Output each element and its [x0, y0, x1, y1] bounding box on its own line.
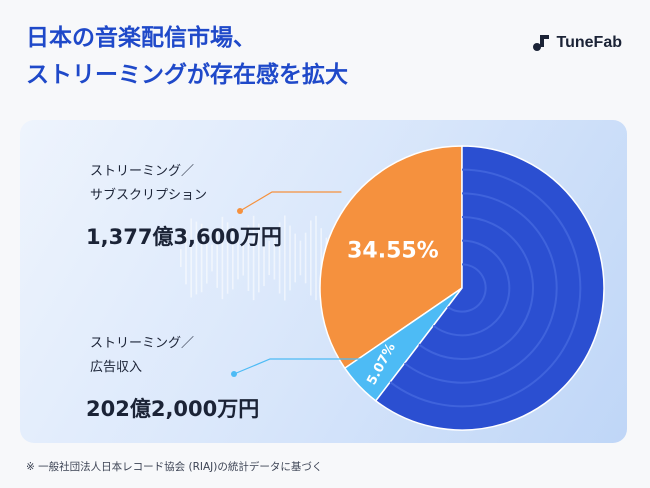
- wave-bar: [304, 232, 307, 284]
- pie-ring: [418, 216, 534, 360]
- title-line-2: ストリーミングが存在感を拡大: [26, 62, 348, 88]
- pie-slice-2: [374, 145, 605, 431]
- wave-bar: [268, 240, 270, 276]
- legend-subscription-amount: 1,377億3,600万円: [86, 225, 282, 249]
- legend-subscription-label: ストリーミング／ サブスクリプション: [90, 160, 207, 208]
- pie-ring: [403, 192, 558, 384]
- wave-bar: [211, 244, 213, 272]
- wave-bar: [289, 225, 291, 291]
- pie-ring: [432, 239, 511, 337]
- pie-label-0: 34.55%: [347, 239, 439, 264]
- source-footnote: ※ 一般社団法人日本レコード協会 (RIAJ)の統計データに基づく: [26, 461, 323, 473]
- title-line-1: 日本の音楽配信市場、: [26, 25, 256, 51]
- wave-bar: [242, 240, 244, 276]
- wave-bar: [284, 215, 286, 301]
- legend-ad-amount: 202億2,000万円: [86, 397, 260, 421]
- legend-subscription-line2: サブスクリプション: [90, 188, 208, 203]
- wave-bar: [185, 231, 187, 285]
- wave-bar: [278, 222, 281, 294]
- wave-bar: [258, 223, 260, 293]
- wave-bar: [310, 220, 312, 296]
- wave-bar: [206, 232, 208, 284]
- chart-card: ストリーミング／ サブスクリプション 1,377億3,600万円 ストリーミング…: [20, 120, 627, 443]
- page-title: 日本の音楽配信市場、 ストリーミングが存在感を拡大: [26, 20, 348, 94]
- wave-bar: [232, 226, 234, 290]
- wave-bar: [237, 236, 239, 280]
- wave-bar: [190, 218, 192, 298]
- pie-chart: 34.55%5.07%: [231, 145, 605, 431]
- wave-bar: [226, 222, 229, 294]
- pie-slice-0: [319, 145, 463, 370]
- wave-bar: [320, 228, 322, 288]
- leader-line-1: [233, 358, 362, 375]
- wave-bar: [294, 233, 296, 283]
- brand-logo: TuneFab: [531, 33, 622, 53]
- wave-bar: [263, 229, 265, 287]
- wave-bar: [180, 249, 182, 267]
- wave-bar: [195, 221, 198, 295]
- legend-ad-line2: 広告収入: [90, 360, 143, 375]
- wave-bar: [200, 223, 203, 293]
- tunefab-logo-icon: [532, 35, 549, 51]
- wave-bar: [299, 240, 302, 276]
- leader-line-0: [239, 191, 342, 212]
- legend-ad-label: ストリーミング／ 広告収入: [90, 332, 194, 380]
- wave-bar: [273, 236, 276, 280]
- legend-subscription-line1: ストリーミング／: [90, 164, 195, 179]
- wave-bar: [315, 215, 317, 301]
- wave-bar: [252, 215, 255, 301]
- wave-bar: [216, 228, 218, 288]
- pie-ring: [447, 263, 487, 313]
- pie-ring: [389, 168, 582, 408]
- wave-bar: [247, 225, 250, 291]
- wave-bar: [221, 216, 224, 300]
- legend-ad-line1: ストリーミング／: [90, 336, 195, 351]
- leader-dot-0: [237, 208, 243, 214]
- brand-name: TuneFab: [556, 34, 622, 51]
- leader-dot-1: [231, 371, 237, 377]
